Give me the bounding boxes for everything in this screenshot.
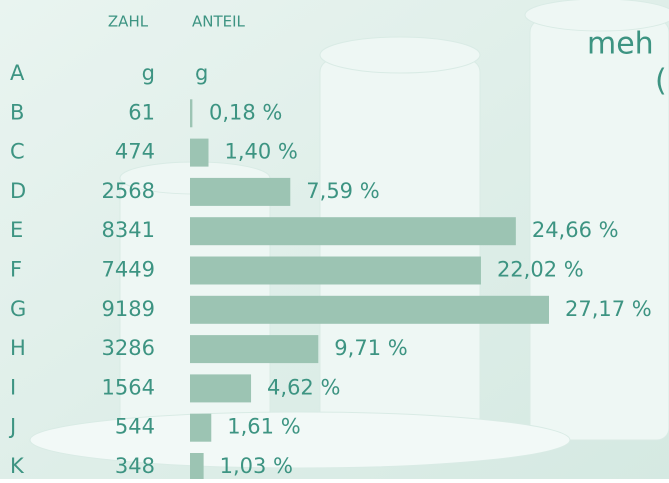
bar bbox=[190, 139, 208, 167]
count: 8341 bbox=[102, 218, 155, 242]
value-label: 1,40 % bbox=[224, 140, 297, 164]
count: 1564 bbox=[102, 375, 155, 399]
bar bbox=[190, 335, 318, 363]
count: 474 bbox=[115, 140, 155, 164]
bar bbox=[190, 178, 290, 206]
bar bbox=[190, 257, 481, 285]
column-header: ZAHL bbox=[108, 13, 149, 31]
unit-label: g bbox=[142, 61, 155, 85]
row-label: B bbox=[10, 100, 24, 124]
column-header: ANTEIL bbox=[192, 13, 246, 31]
value-label: 24,66 % bbox=[532, 218, 619, 242]
unit-label: g bbox=[195, 61, 208, 85]
count: 544 bbox=[115, 415, 155, 439]
bar bbox=[190, 99, 192, 127]
bar bbox=[190, 296, 549, 324]
row-label: H bbox=[10, 336, 26, 360]
bar bbox=[190, 374, 251, 402]
row-label: G bbox=[10, 297, 26, 321]
value-label: 4,62 % bbox=[267, 375, 340, 399]
value-label: 7,59 % bbox=[306, 179, 379, 203]
value-label: 1,03 % bbox=[220, 454, 293, 478]
title-fragment: meh bbox=[587, 27, 654, 62]
count: 3286 bbox=[102, 336, 155, 360]
count: 9189 bbox=[102, 297, 155, 321]
row-label: E bbox=[10, 218, 23, 242]
row-label: A bbox=[10, 61, 25, 85]
value-label: 22,02 % bbox=[497, 258, 584, 282]
count: 61 bbox=[128, 100, 155, 124]
value-label: 0,18 % bbox=[209, 100, 282, 124]
count: 348 bbox=[115, 454, 155, 478]
title-fragment: ( bbox=[655, 64, 667, 99]
row-label: K bbox=[10, 454, 25, 478]
bar bbox=[190, 217, 516, 245]
value-label: 9,71 % bbox=[334, 336, 407, 360]
row-label: C bbox=[10, 140, 25, 164]
bar bbox=[190, 453, 204, 479]
value-label: 1,61 % bbox=[227, 415, 300, 439]
row-label: D bbox=[10, 179, 26, 203]
row-label: J bbox=[8, 415, 16, 439]
chart: meh ( ZAHL ANTEIL A g g B 61 0,18 % C 474 1,4… bbox=[0, 0, 669, 479]
count: 2568 bbox=[102, 179, 155, 203]
bar bbox=[190, 414, 211, 442]
row-label: F bbox=[10, 258, 22, 282]
count: 7449 bbox=[102, 258, 155, 282]
page: {"chart_data": { "type": "bar", "orienta… bbox=[0, 0, 669, 479]
row-label: I bbox=[10, 375, 16, 399]
value-label: 27,17 % bbox=[565, 297, 652, 321]
